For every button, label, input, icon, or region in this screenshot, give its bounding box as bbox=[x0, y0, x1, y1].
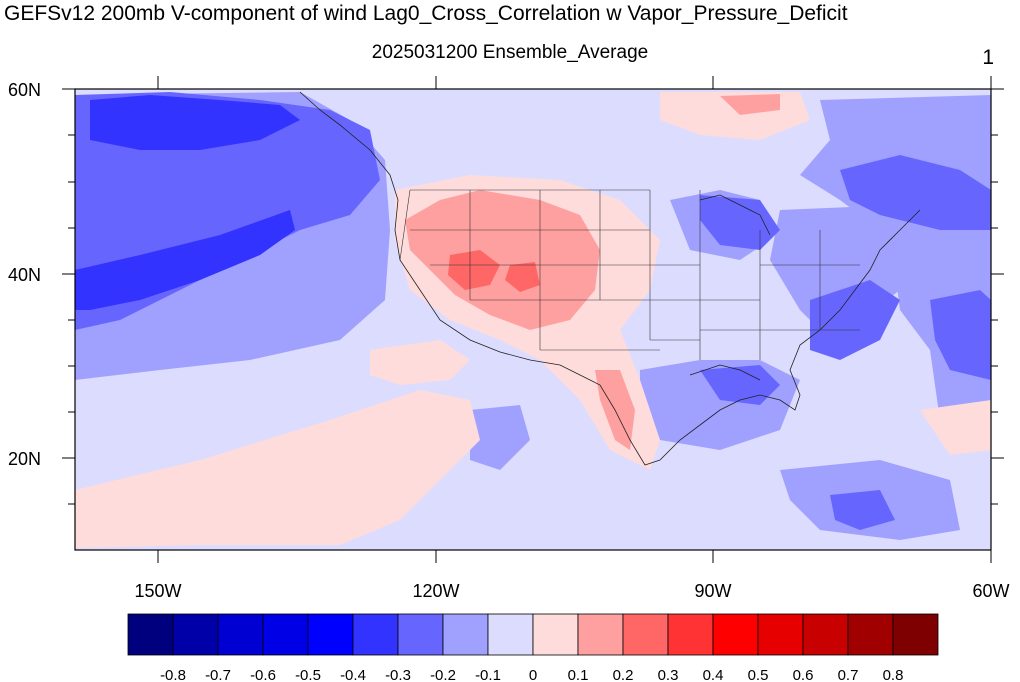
colorbar-label: -0.7 bbox=[205, 667, 231, 682]
colorbar-swatch bbox=[577, 613, 624, 656]
colorbar-swatch bbox=[622, 613, 669, 656]
colorbar-swatch bbox=[262, 613, 309, 656]
colorbar-swatch bbox=[712, 613, 759, 656]
lon-label-150w: 150W bbox=[134, 581, 181, 601]
lat-label-40n: 40N bbox=[8, 265, 41, 285]
colorbar-label: 0.8 bbox=[883, 667, 904, 682]
colorbar-swatch bbox=[172, 613, 219, 656]
colorbar-swatch bbox=[892, 613, 939, 656]
plot-title: GEFSv12 200mb V-component of wind Lag0_C… bbox=[4, 2, 848, 25]
lon-label-120w: 120W bbox=[412, 581, 459, 601]
colorbar-swatch bbox=[397, 613, 444, 656]
lon-label-60w: 60W bbox=[972, 581, 1009, 601]
colorbar-swatch bbox=[757, 613, 804, 656]
colorbar-label: -0.4 bbox=[340, 667, 366, 682]
colorbar-swatch bbox=[847, 613, 894, 656]
map-panel bbox=[75, 89, 991, 550]
colorbar-label: 0.5 bbox=[748, 667, 769, 682]
lat-label-20n: 20N bbox=[8, 449, 41, 469]
colorbar-label: 0 bbox=[529, 667, 537, 682]
plot-subtitle: 2025031200 Ensemble_Average bbox=[371, 42, 649, 63]
colorbar-swatch bbox=[127, 613, 174, 656]
colorbar-label: -0.2 bbox=[430, 667, 456, 682]
contours-pos-0.3 bbox=[448, 250, 540, 292]
colorbar-label: 0.4 bbox=[703, 667, 724, 682]
contours-neg-0.4 bbox=[75, 95, 300, 310]
colorbar-label: 0.1 bbox=[568, 667, 589, 682]
colorbar-label: -0.5 bbox=[295, 667, 321, 682]
colorbar: -0.8 -0.7 -0.6 -0.5 -0.4 -0.3 -0.2 -0.1 0 0.1 0.2 0… bbox=[127, 613, 939, 682]
colorbar-swatch bbox=[442, 613, 489, 656]
state-borders bbox=[399, 189, 860, 360]
colorbar-swatch bbox=[217, 613, 264, 656]
colorbar-swatch bbox=[532, 613, 579, 656]
lon-label-90w: 90W bbox=[694, 581, 731, 601]
lon-ticks bbox=[157, 76, 992, 563]
colorbar-swatch bbox=[352, 613, 399, 656]
colorbar-swatch bbox=[802, 613, 849, 656]
colorbar-label: -0.3 bbox=[385, 667, 411, 682]
colorbar-label: -0.1 bbox=[475, 667, 501, 682]
colorbar-label: -0.8 bbox=[160, 667, 186, 682]
colorbar-label: 0.6 bbox=[793, 667, 814, 682]
lat-ticks bbox=[62, 88, 1004, 505]
colorbar-label: 0.7 bbox=[838, 667, 859, 682]
colorbar-label: -0.6 bbox=[250, 667, 276, 682]
colorbar-label: 0.2 bbox=[613, 667, 634, 682]
colorbar-label: 0.3 bbox=[658, 667, 679, 682]
lat-label-60n: 60N bbox=[8, 80, 41, 100]
colorbar-swatch bbox=[487, 613, 534, 656]
panel-number: 1 bbox=[982, 46, 994, 69]
colorbar-swatch bbox=[307, 613, 354, 656]
colorbar-swatch bbox=[667, 613, 714, 656]
